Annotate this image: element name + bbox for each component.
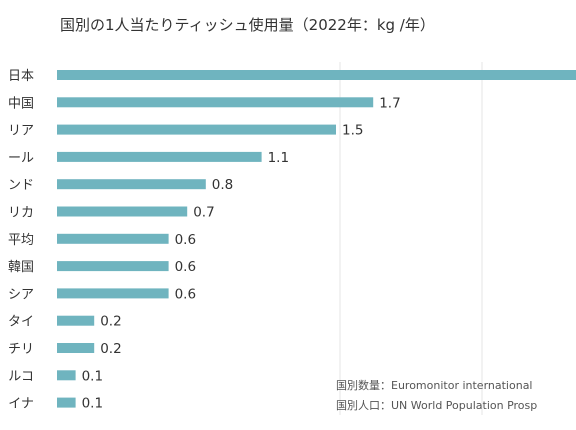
value-label: 1.1 [268, 150, 289, 166]
category-label: タイ [8, 315, 34, 330]
bar [57, 261, 169, 272]
bar [57, 206, 188, 217]
bar [57, 370, 76, 381]
bar [57, 151, 262, 162]
value-label: 0.7 [193, 205, 214, 221]
value-label: 0.8 [212, 177, 233, 193]
bar [57, 97, 374, 108]
bar [57, 233, 169, 244]
notes-layer: 国別数量：Euromonitor international 国別人口：UN Wo… [336, 379, 537, 412]
bar [57, 343, 95, 353]
category-label: シア [8, 287, 34, 302]
chart-title: 国別の1人当たりティッシュ使用量（2022年：kg /年） [60, 16, 435, 34]
category-label: 日本 [8, 69, 34, 84]
bar [57, 124, 336, 135]
value-label: 0.2 [100, 341, 121, 357]
category-label: ール [8, 151, 34, 166]
category-label: ンド [8, 178, 34, 193]
bar [57, 397, 76, 408]
source-note: 国別人口：UN World Population Prosp [336, 399, 537, 412]
grid-layer [339, 62, 483, 415]
value-label: 0.2 [100, 314, 121, 330]
category-label: チリ [8, 342, 34, 357]
value-label: 0.1 [82, 396, 103, 412]
bar [57, 288, 169, 299]
category-label: 韓国 [8, 260, 34, 275]
category-label: 平均 [8, 233, 34, 248]
source-note: 国別数量：Euromonitor international [336, 379, 533, 392]
value-label: 1.7 [379, 95, 400, 111]
category-label: リア [8, 124, 34, 139]
category-label: イナ [8, 397, 34, 412]
bar [57, 179, 206, 190]
bar [57, 70, 576, 80]
bar [57, 315, 95, 326]
value-label: 0.6 [175, 259, 196, 275]
category-label: 中国 [8, 96, 34, 111]
value-label: 1.5 [342, 123, 363, 139]
value-label: 0.1 [82, 368, 103, 384]
value-label: 0.6 [175, 286, 196, 302]
value-label: 0.6 [175, 232, 196, 248]
category-label: ルコ [8, 369, 34, 384]
category-label: リカ [8, 206, 34, 221]
